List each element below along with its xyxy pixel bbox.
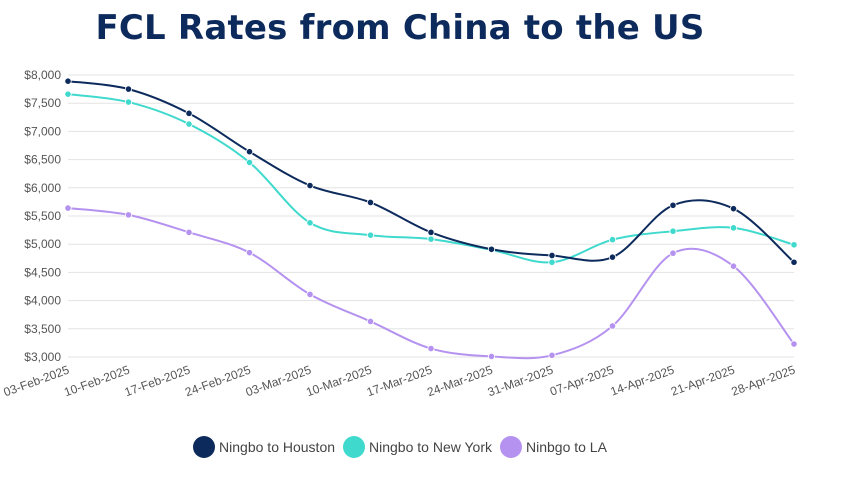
- data-point[interactable]: [427, 235, 435, 243]
- y-tick-label: $4,000: [24, 294, 61, 308]
- legend-item[interactable]: Ningbo to Houston: [193, 436, 335, 458]
- y-tick-label: $3,500: [24, 322, 61, 336]
- data-point[interactable]: [185, 228, 193, 236]
- y-tick-label: $7,500: [24, 96, 61, 110]
- data-point[interactable]: [487, 352, 496, 361]
- data-point[interactable]: [366, 198, 375, 207]
- chart-title: FCL Rates from China to the US: [95, 8, 705, 48]
- data-point[interactable]: [608, 322, 617, 330]
- x-tick-label: 14-Apr-2025: [609, 363, 677, 399]
- x-tick-label: 21-Apr-2025: [669, 363, 737, 399]
- data-point[interactable]: [124, 211, 133, 219]
- data-point[interactable]: [64, 90, 72, 98]
- data-point[interactable]: [548, 251, 556, 260]
- data-point[interactable]: [548, 258, 556, 266]
- data-point[interactable]: [669, 249, 677, 257]
- series-lines: [67, 80, 795, 360]
- data-point[interactable]: [245, 249, 254, 257]
- y-tick-label: $4,500: [24, 265, 61, 279]
- data-point[interactable]: [729, 224, 738, 232]
- data-point[interactable]: [427, 344, 435, 353]
- y-tick-label: $5,500: [24, 209, 61, 223]
- legend-item[interactable]: Ninbgo to LA: [499, 436, 607, 458]
- y-tick-label: $6,500: [24, 153, 61, 167]
- data-point[interactable]: [366, 231, 375, 239]
- data-point[interactable]: [669, 227, 677, 235]
- data-point[interactable]: [548, 351, 556, 359]
- data-point[interactable]: [124, 85, 133, 93]
- x-tick-label: 24-Feb-2025: [183, 363, 253, 400]
- y-tick-label: $6,000: [24, 181, 61, 195]
- x-tick-label: 31-Mar-2025: [486, 363, 556, 400]
- data-point[interactable]: [306, 181, 314, 190]
- y-tick-label: $7,000: [24, 124, 61, 138]
- data-point[interactable]: [608, 236, 617, 244]
- x-tick-label: 10-Mar-2025: [304, 363, 374, 400]
- data-point[interactable]: [790, 241, 798, 249]
- y-tick-label: $8,000: [24, 68, 61, 82]
- x-tick-label: 24-Mar-2025: [425, 363, 495, 400]
- legend-label: Ningbo to Houston: [219, 439, 336, 455]
- x-tick-label: 28-Apr-2025: [730, 363, 798, 399]
- legend-label: Ningbo to New York: [369, 439, 492, 455]
- x-tick-label: 03-Feb-2025: [2, 363, 72, 400]
- legend-swatch-icon: [343, 436, 366, 458]
- data-point[interactable]: [185, 109, 193, 117]
- data-point[interactable]: [790, 340, 798, 348]
- data-point[interactable]: [245, 148, 254, 156]
- x-tick-label: 10-Feb-2025: [62, 363, 132, 400]
- legend: Ningbo to Houston Ningbo to New York Ninbg…: [0, 436, 800, 458]
- data-point[interactable]: [427, 228, 435, 236]
- y-axis-ticks: $3,000 $3,500 $4,000 $4,500 $5,000 $5,500 $6,0…: [24, 68, 61, 364]
- data-point[interactable]: [185, 120, 193, 128]
- x-tick-label: 07-Apr-2025: [548, 363, 616, 399]
- legend-label: Ninbgo to LA: [525, 439, 607, 455]
- legend-swatch-icon: [193, 436, 216, 458]
- legend-swatch-icon: [499, 436, 522, 458]
- gridlines: [68, 74, 794, 358]
- data-point[interactable]: [669, 201, 677, 209]
- data-point[interactable]: [729, 262, 738, 270]
- data-point[interactable]: [729, 205, 738, 213]
- data-point[interactable]: [306, 290, 314, 298]
- series-points: [64, 77, 798, 361]
- x-tick-label: 17-Feb-2025: [123, 363, 193, 400]
- y-tick-label: $3,000: [24, 350, 61, 364]
- data-point[interactable]: [608, 253, 617, 261]
- data-point[interactable]: [64, 77, 72, 85]
- data-point[interactable]: [790, 258, 798, 266]
- x-axis-ticks: 03-Feb-202510-Feb-202517-Feb-202524-Feb-…: [2, 363, 798, 400]
- y-tick-label: $5,000: [24, 237, 61, 251]
- x-tick-label: 17-Mar-2025: [365, 363, 435, 400]
- legend-item[interactable]: Ningbo to New York: [343, 436, 492, 458]
- data-point[interactable]: [245, 158, 254, 167]
- x-tick-label: 03-Mar-2025: [244, 363, 314, 400]
- data-point[interactable]: [366, 317, 375, 326]
- data-point[interactable]: [306, 219, 314, 227]
- data-point[interactable]: [64, 204, 72, 212]
- data-point[interactable]: [124, 98, 133, 106]
- data-point[interactable]: [487, 245, 496, 253]
